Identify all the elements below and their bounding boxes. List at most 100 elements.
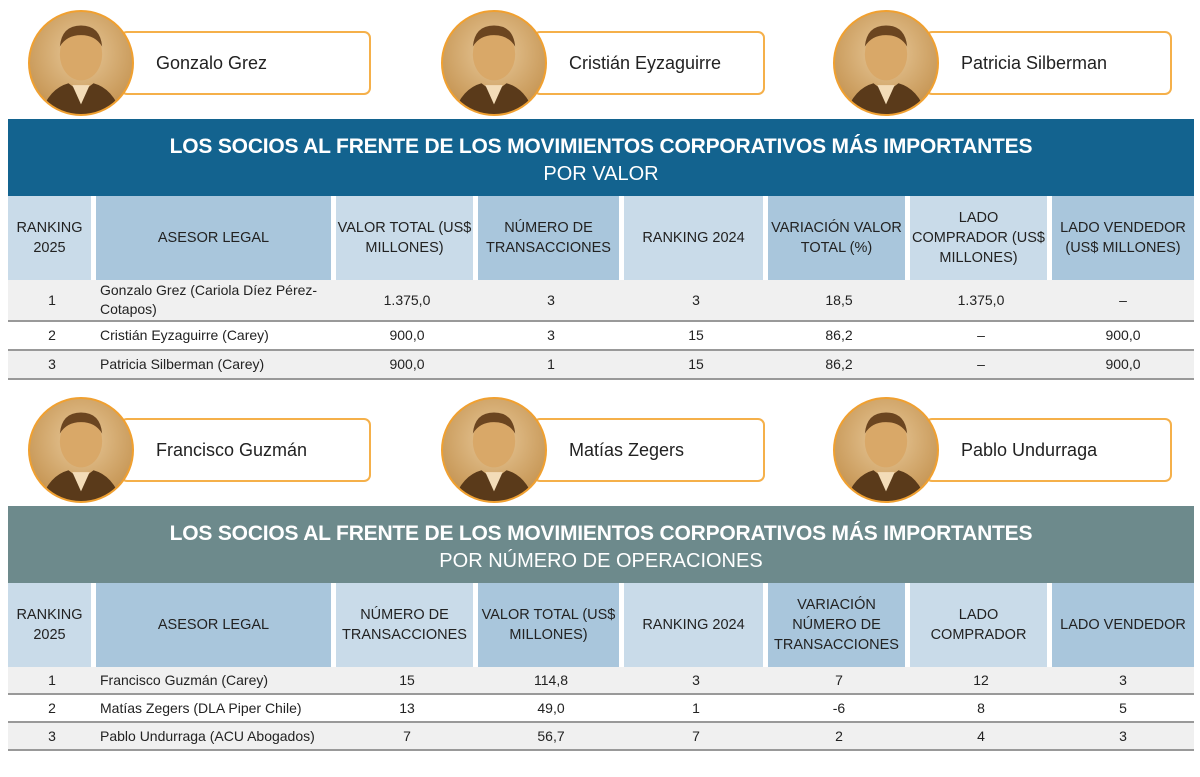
person-name-card: Gonzalo Grez bbox=[120, 31, 371, 95]
table-cell: – bbox=[910, 322, 1052, 351]
table-cell: 1.375,0 bbox=[910, 280, 1052, 322]
table-cell: Gonzalo Grez (Cariola Díez Pérez-Cotapos… bbox=[96, 280, 336, 322]
column-header: LADO COMPRADOR bbox=[910, 583, 1052, 667]
table-cell: 7 bbox=[768, 667, 910, 695]
section-title: LOS SOCIOS AL FRENTE DE LOS MOVIMIENTOS … bbox=[169, 522, 1033, 545]
table-header-row: RANKING 2025 ASESOR LEGAL VALOR TOTAL (US$… bbox=[8, 196, 1194, 280]
column-header: RANKING 2024 bbox=[624, 196, 768, 280]
table-cell: 3 bbox=[624, 280, 768, 322]
table-row: 1 Gonzalo Grez (Cariola Díez Pérez-Cotapo… bbox=[8, 280, 1194, 322]
table-header-row: RANKING 2025 ASESOR LEGAL NÚMERO DE TRANSA… bbox=[8, 583, 1194, 667]
table-row: 1 Francisco Guzmán (Carey) 15 114,8 3 7 12 3 bbox=[8, 667, 1194, 695]
table-cell: 3 bbox=[8, 723, 96, 751]
table-cell: 3 bbox=[1052, 667, 1194, 695]
column-header: RANKING 2025 bbox=[8, 583, 96, 667]
table-cell: 49,0 bbox=[478, 695, 624, 723]
table-row: 2 Cristián Eyzaguirre (Carey) 900,0 3 15 86,2… bbox=[8, 322, 1194, 351]
section-banner: LOS SOCIOS AL FRENTE DE LOS MOVIMIENTOS … bbox=[8, 119, 1194, 196]
table-cell: 18,5 bbox=[768, 280, 910, 322]
section-title: LOS SOCIOS AL FRENTE DE LOS MOVIMIENTOS … bbox=[169, 135, 1033, 158]
table-cell: -6 bbox=[768, 695, 910, 723]
person-name: Francisco Guzmán bbox=[156, 439, 308, 460]
column-header: VARIACIÓN NÚMERO DE TRANSACCIONES bbox=[768, 583, 910, 667]
table-cell: 900,0 bbox=[336, 322, 478, 351]
column-header: RANKING 2025 bbox=[8, 196, 96, 280]
table-cell: 12 bbox=[910, 667, 1052, 695]
person-card: Matías Zegers bbox=[441, 397, 765, 505]
table-cell: 1 bbox=[8, 280, 96, 322]
person-name-card: Pablo Undurraga bbox=[925, 418, 1172, 482]
table-cell: 3 bbox=[8, 351, 96, 380]
table-cell: Matías Zegers (DLA Piper Chile) bbox=[96, 695, 336, 723]
column-header: ASESOR LEGAL bbox=[96, 583, 336, 667]
table-cell: 15 bbox=[624, 351, 768, 380]
person-name: Patricia Silberman bbox=[961, 52, 1108, 73]
table-cell: 3 bbox=[478, 280, 624, 322]
column-header: NÚMERO DE TRANSACCIONES bbox=[478, 196, 624, 280]
table-cell: 13 bbox=[336, 695, 478, 723]
column-header: RANKING 2024 bbox=[624, 583, 768, 667]
table-cell: 86,2 bbox=[768, 322, 910, 351]
section-subtitle: POR NÚMERO DE OPERACIONES bbox=[439, 550, 763, 572]
section-banner: LOS SOCIOS AL FRENTE DE LOS MOVIMIENTOS … bbox=[8, 506, 1194, 583]
table-cell: 900,0 bbox=[1052, 322, 1194, 351]
table-cell: 114,8 bbox=[478, 667, 624, 695]
table-cell: Cristián Eyzaguirre (Carey) bbox=[96, 322, 336, 351]
column-header: VARIACIÓN VALOR TOTAL (%) bbox=[768, 196, 910, 280]
table-cell: 900,0 bbox=[1052, 351, 1194, 380]
person-name-card: Patricia Silberman bbox=[925, 31, 1172, 95]
column-header: ASESOR LEGAL bbox=[96, 196, 336, 280]
table-cell: – bbox=[1052, 280, 1194, 322]
table-row: 2 Matías Zegers (DLA Piper Chile) 13 49,0 1-… bbox=[8, 695, 1194, 723]
person-photo bbox=[28, 10, 134, 116]
column-header: VALOR TOTAL (US$ MILLONES) bbox=[478, 583, 624, 667]
table-cell: 1 bbox=[8, 667, 96, 695]
person-card: Patricia Silberman bbox=[833, 10, 1172, 118]
table-cell: 4 bbox=[910, 723, 1052, 751]
person-photo bbox=[833, 10, 939, 116]
person-card: Cristián Eyzaguirre bbox=[441, 10, 765, 118]
table-cell: 2 bbox=[8, 695, 96, 723]
column-header: VALOR TOTAL (US$ MILLONES) bbox=[336, 196, 478, 280]
person-name-card: Francisco Guzmán bbox=[120, 418, 371, 482]
table-cell: Francisco Guzmán (Carey) bbox=[96, 667, 336, 695]
person-card: Francisco Guzmán bbox=[28, 397, 371, 505]
person-name: Matías Zegers bbox=[569, 439, 685, 460]
ranking-table: RANKING 2025 ASESOR LEGAL NÚMERO DE TRANSA… bbox=[8, 583, 1194, 751]
person-name: Gonzalo Grez bbox=[156, 52, 268, 73]
table-cell: 15 bbox=[336, 667, 478, 695]
table-cell: 3 bbox=[624, 667, 768, 695]
person-name: Cristián Eyzaguirre bbox=[569, 52, 722, 73]
table-cell: 7 bbox=[336, 723, 478, 751]
column-header: NÚMERO DE TRANSACCIONES bbox=[336, 583, 478, 667]
column-header: LADO COMPRADOR (US$ MILLONES) bbox=[910, 196, 1052, 280]
person-card: Gonzalo Grez bbox=[28, 10, 371, 118]
table-cell: – bbox=[910, 351, 1052, 380]
table-cell: 7 bbox=[624, 723, 768, 751]
table-cell: 3 bbox=[1052, 723, 1194, 751]
section-subtitle: POR VALOR bbox=[543, 163, 659, 185]
table-cell: 56,7 bbox=[478, 723, 624, 751]
table-cell: 8 bbox=[910, 695, 1052, 723]
person-photo bbox=[833, 397, 939, 503]
table-cell: 1.375,0 bbox=[336, 280, 478, 322]
person-card: Pablo Undurraga bbox=[833, 397, 1172, 505]
table-row: 3 Pablo Undurraga (ACU Abogados) 7 56,7 7 2 4 3 bbox=[8, 723, 1194, 751]
table-cell: Pablo Undurraga (ACU Abogados) bbox=[96, 723, 336, 751]
column-header: LADO VENDEDOR bbox=[1052, 583, 1194, 667]
table-cell: 15 bbox=[624, 322, 768, 351]
table-cell: 86,2 bbox=[768, 351, 910, 380]
ranking-table: RANKING 2025 ASESOR LEGAL VALOR TOTAL (US$… bbox=[8, 196, 1194, 380]
table-cell: 3 bbox=[478, 322, 624, 351]
person-name-card: Cristián Eyzaguirre bbox=[533, 31, 765, 95]
column-header: LADO VENDEDOR (US$ MILLONES) bbox=[1052, 196, 1194, 280]
table-cell: 900,0 bbox=[336, 351, 478, 380]
table-cell: 2 bbox=[768, 723, 910, 751]
table-cell: 2 bbox=[8, 322, 96, 351]
person-photo bbox=[441, 397, 547, 503]
person-name: Pablo Undurraga bbox=[961, 439, 1098, 460]
table-cell: 1 bbox=[624, 695, 768, 723]
person-name-card: Matías Zegers bbox=[533, 418, 765, 482]
table-row: 3 Patricia Silberman (Carey) 900,0 1 15 86,2–… bbox=[8, 351, 1194, 380]
person-photo bbox=[28, 397, 134, 503]
